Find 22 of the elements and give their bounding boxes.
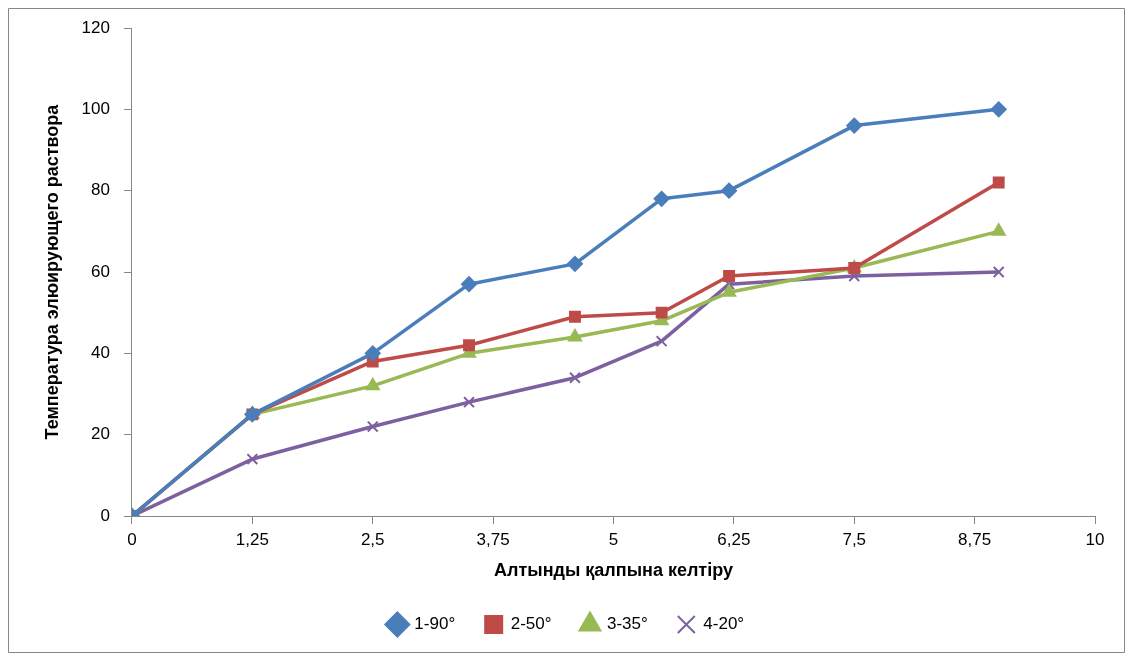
y-axis-title: Температура элюирующего раствора [41, 103, 62, 440]
y-tick-label: 20 [91, 424, 110, 444]
y-tick-label: 0 [100, 505, 110, 525]
x-tick-label: 6,25 [717, 529, 751, 549]
x-tick-label: 1,25 [235, 529, 269, 549]
x-tick-label: 2,5 [360, 529, 385, 549]
legend-label: 2-50° [510, 614, 552, 634]
x-tick-label: 3,75 [476, 529, 510, 549]
y-tick-label: 80 [91, 180, 110, 200]
x-tick-label: 7,5 [842, 529, 867, 549]
x-tick-label: 0 [127, 529, 137, 549]
y-tick-label: 100 [81, 99, 110, 119]
y-tick-label: 60 [91, 261, 110, 281]
legend-label: 3-35° [607, 614, 648, 634]
y-tick-label: 40 [91, 343, 110, 363]
y-tick-label: 120 [81, 17, 110, 37]
x-tick-label: 5 [608, 529, 619, 549]
x-tick-label: 10 [1085, 529, 1105, 549]
legend-label: 1-90° [414, 614, 456, 634]
x-tick-label: 8,75 [958, 529, 992, 549]
legend-label: 4-20° [703, 614, 745, 634]
x-axis-title: Алтынды қалпына келтіру [494, 560, 733, 581]
